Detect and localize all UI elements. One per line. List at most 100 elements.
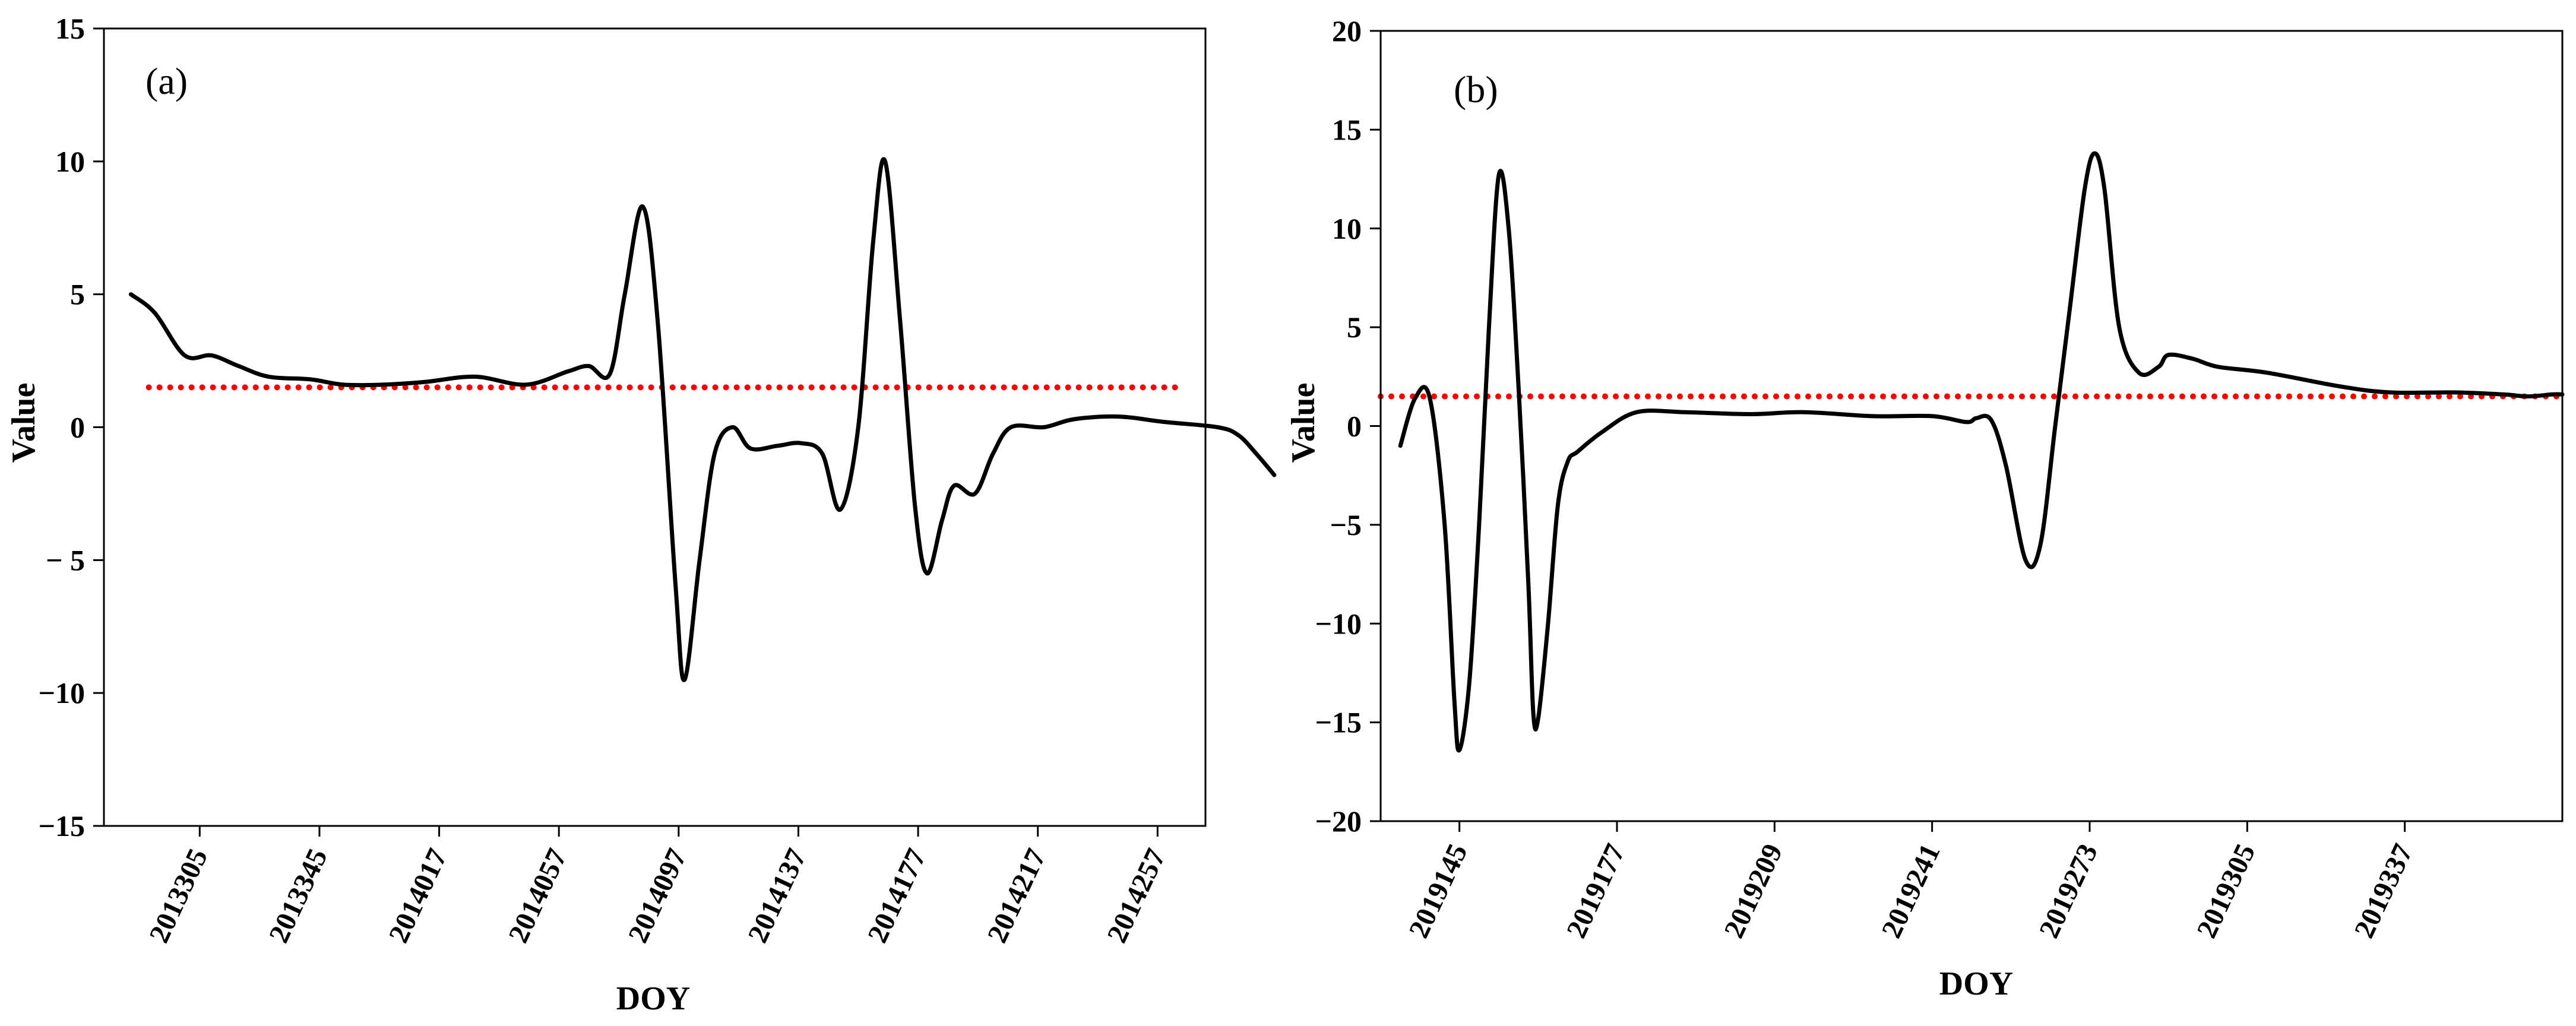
panel-b-threshold-dot bbox=[2158, 393, 2164, 400]
panel-a-label: (a) bbox=[145, 60, 188, 102]
panel-a-y-tick-label: 10 bbox=[55, 145, 85, 178]
panel-a-threshold-dot bbox=[691, 384, 697, 391]
panel-b-threshold-dot bbox=[2201, 393, 2207, 400]
panel-a-threshold-dot bbox=[712, 384, 719, 391]
panel-a-threshold-dot bbox=[541, 384, 548, 391]
panel-b-threshold-dot bbox=[1923, 393, 1929, 400]
panel-b-threshold-dot bbox=[2137, 393, 2143, 400]
panel-a-threshold-dot bbox=[1001, 384, 1007, 391]
panel-b-threshold-dot bbox=[2019, 393, 2025, 400]
panel-b-y-tick-label: 10 bbox=[1332, 212, 1362, 245]
panel-a-threshold-dot bbox=[648, 384, 654, 391]
panel-a-y-tick-label: 15 bbox=[55, 12, 85, 45]
panel-b-threshold-dot bbox=[2404, 393, 2410, 400]
panel-a-threshold-dot bbox=[990, 384, 996, 391]
panel-a-threshold-dot bbox=[776, 384, 783, 391]
panel-b-threshold-dot bbox=[1506, 393, 1512, 400]
panel-a-threshold-dot bbox=[733, 384, 740, 391]
panel-a-threshold-dot bbox=[936, 384, 943, 391]
panel-b-threshold-dot bbox=[1730, 393, 1736, 400]
panel-a-threshold-dot bbox=[402, 384, 409, 391]
panel-a-threshold-dot bbox=[1118, 384, 1125, 391]
panel-b-threshold-dot bbox=[2051, 393, 2057, 400]
panel-a-threshold-dot bbox=[434, 384, 441, 391]
panel-b-threshold-dot bbox=[1741, 393, 1747, 400]
panel-b-x-axis-title: DOY bbox=[1939, 965, 2013, 1002]
panel-b-threshold-dot bbox=[2008, 393, 2014, 400]
panel-a-threshold-dot bbox=[872, 384, 879, 391]
panel-a-threshold-dot bbox=[199, 384, 205, 391]
panel-a-threshold-dot bbox=[840, 384, 847, 391]
panel-b-threshold-dot bbox=[2115, 393, 2121, 400]
panel-a-threshold-dot bbox=[1107, 384, 1114, 391]
panel-b-threshold-dot bbox=[2094, 393, 2100, 400]
panel-a-threshold-dot bbox=[220, 384, 227, 391]
panel-a-y-tick-label: 5 bbox=[70, 278, 85, 311]
panel-b-threshold-dot bbox=[1752, 393, 1758, 400]
panel-a-threshold-dot bbox=[744, 384, 751, 391]
panel-a-threshold-dot bbox=[637, 384, 644, 391]
panel-b-threshold-dot bbox=[2393, 393, 2399, 400]
panel-a-y-axis-title: Value bbox=[5, 383, 42, 463]
panel-b-threshold-dot bbox=[1944, 393, 1950, 400]
panel-a-threshold-dot bbox=[894, 384, 900, 391]
panel-b-threshold-dot bbox=[1613, 393, 1619, 400]
panel-b-threshold-dot bbox=[1998, 393, 2004, 400]
panel-b-threshold-dot bbox=[2276, 393, 2281, 400]
panel-a-y-tick-label: −10 bbox=[39, 676, 86, 710]
panel-a-threshold-dot bbox=[1161, 384, 1167, 391]
panel-b-threshold-dot bbox=[1624, 393, 1629, 400]
panel-b-threshold-dot bbox=[2372, 393, 2378, 400]
panel-b-y-axis-title: Value bbox=[1285, 383, 1322, 463]
panel-a-y-tick-label: −15 bbox=[39, 809, 86, 843]
panel-b-y-tick-label: 5 bbox=[1347, 311, 1362, 344]
panel-a-threshold-dot bbox=[455, 384, 462, 391]
panel-a-threshold-dot bbox=[145, 384, 152, 391]
panel-a-threshold-dot bbox=[488, 384, 494, 391]
panel-a-threshold-dot bbox=[798, 384, 804, 391]
panel-a-threshold-dot bbox=[1065, 384, 1071, 391]
panel-b-threshold-dot bbox=[2297, 393, 2303, 400]
panel-b-threshold-dot bbox=[2083, 393, 2089, 400]
panel-b-threshold-dot bbox=[1976, 393, 1982, 400]
panel-a-threshold-dot bbox=[787, 384, 793, 391]
panel-b-y-tick-label: −5 bbox=[1330, 508, 1362, 542]
panel-a-threshold-dot bbox=[1011, 384, 1018, 391]
panel-b-y-tick-label: −20 bbox=[1315, 805, 1362, 838]
panel-a-threshold-dot bbox=[263, 384, 270, 391]
panel-b-threshold-dot bbox=[2072, 393, 2078, 400]
panel-b-threshold-dot bbox=[1527, 393, 1533, 400]
panel-b-threshold-dot bbox=[1549, 393, 1555, 400]
panel-a-threshold-dot bbox=[327, 384, 334, 391]
panel-b-threshold-dot bbox=[1399, 393, 1405, 400]
panel-b-threshold-dot bbox=[1431, 393, 1437, 400]
panel-b-y-tick-label: 15 bbox=[1332, 113, 1362, 146]
panel-a-threshold-dot bbox=[413, 384, 419, 391]
panel-a-threshold-dot bbox=[819, 384, 825, 391]
panel-a-threshold-dot bbox=[167, 384, 173, 391]
panel-b-threshold-dot bbox=[1966, 393, 1971, 400]
panel-b-threshold-dot bbox=[1677, 393, 1683, 400]
panel-a-threshold-dot bbox=[295, 384, 302, 391]
panel-b-threshold-dot bbox=[2179, 393, 2185, 400]
panel-b-label: (b) bbox=[1454, 68, 1498, 110]
panel-b-threshold-dot bbox=[1463, 393, 1469, 400]
panel-a-threshold-dot bbox=[1140, 384, 1146, 391]
panel-a-y-tick-label: − 5 bbox=[46, 543, 85, 577]
panel-b-threshold-dot bbox=[2254, 393, 2260, 400]
panel-b-threshold-dot bbox=[1827, 393, 1833, 400]
panel-b-threshold-dot bbox=[1955, 393, 1961, 400]
panel-b-threshold-dot bbox=[1698, 393, 1704, 400]
panel-a-threshold-dot bbox=[755, 384, 761, 391]
panel-a-threshold-dot bbox=[1172, 384, 1178, 391]
panel-b-threshold-dot bbox=[1538, 393, 1544, 400]
panel-a-y-tick-label: 0 bbox=[70, 411, 85, 444]
panel-a-threshold-dot bbox=[947, 384, 954, 391]
panel-a-threshold-dot bbox=[1129, 384, 1135, 391]
panel-a-threshold-dot bbox=[252, 384, 259, 391]
panel-b-threshold-dot bbox=[2340, 393, 2346, 400]
panel-a-threshold-dot bbox=[594, 384, 601, 391]
panel-b-threshold-dot bbox=[1805, 393, 1811, 400]
panel-b-threshold-dot bbox=[1816, 393, 1822, 400]
panel-b-threshold-dot bbox=[1709, 393, 1715, 400]
